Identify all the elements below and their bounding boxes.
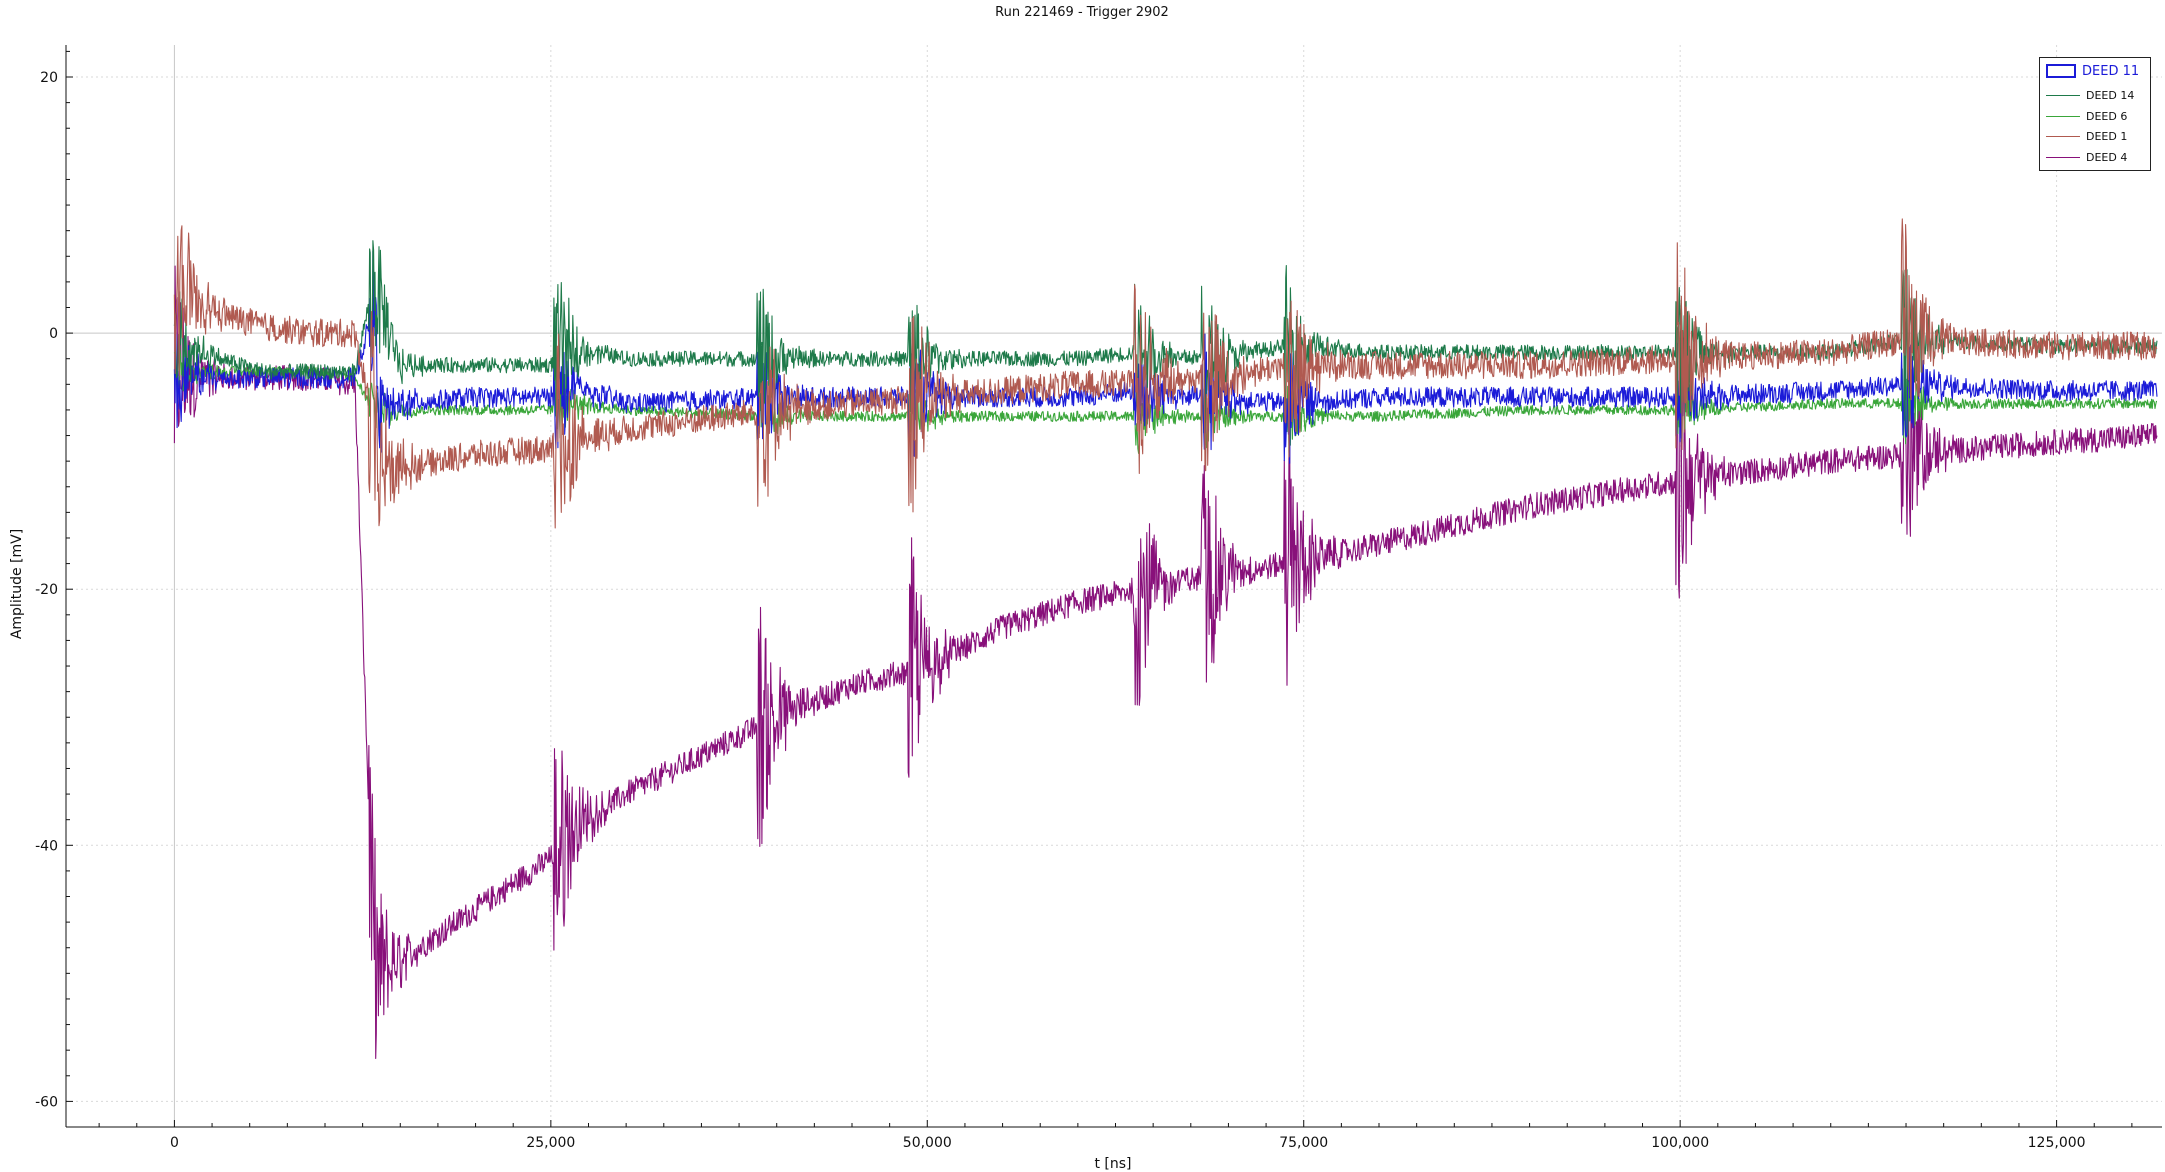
series-line-deed-6	[173, 341, 2157, 454]
legend-label: DEED 14	[2086, 89, 2135, 102]
y-tick-label: -60	[35, 1094, 58, 1110]
legend-item[interactable]: DEED 1	[2046, 128, 2127, 146]
legend-swatch	[2046, 64, 2076, 78]
legend-label: DEED 4	[2086, 150, 2128, 164]
x-axis-label: t [ns]	[1094, 1156, 1131, 1172]
x-tick-label: 125,000	[2028, 1135, 2086, 1151]
series-line-deed-1	[173, 218, 2158, 529]
axes: 0 25,000 50,000 75,000 100,000 125,000 -60 -40 -…	[35, 45, 2162, 1151]
legend-label: DEED 6	[2086, 109, 2128, 123]
y-tick-label: 20	[40, 70, 58, 86]
legend-label: DEED 11	[2082, 63, 2140, 79]
legend-swatch	[2046, 156, 2080, 158]
legend-swatch	[2046, 95, 2080, 96]
x-tick-label: 50,000	[903, 1135, 952, 1151]
x-tick-label: 0	[170, 1135, 179, 1151]
x-tick-label: 75,000	[1279, 1135, 1328, 1151]
series-line-deed-14	[173, 240, 2158, 432]
y-tick-label: -40	[35, 838, 58, 854]
chart-title: Run 221469 - Trigger 2902	[995, 5, 1169, 20]
legend-swatch	[2046, 115, 2080, 117]
series-line-deed-4	[173, 265, 2158, 1060]
legend-item[interactable]: DEED 14	[2046, 87, 2134, 105]
y-axis-label: Amplitude [mV]	[9, 529, 25, 639]
x-tick-label: 100,000	[1651, 1135, 1709, 1151]
legend-label: DEED 1	[2086, 130, 2128, 143]
y-tick-label: -20	[35, 582, 58, 598]
legend-swatch	[2046, 136, 2080, 137]
legend: DEED 11 DEED 14 DEED 6 DEED 1 DEED 4	[2039, 57, 2151, 171]
legend-item[interactable]: DEED 6	[2046, 107, 2127, 125]
legend-item[interactable]: DEED 4	[2046, 148, 2127, 166]
legend-item[interactable]: DEED 11	[2046, 62, 2139, 80]
grid	[66, 45, 2162, 1127]
series-group	[173, 218, 2158, 1060]
y-tick-label: 0	[49, 326, 58, 342]
x-tick-label: 25,000	[526, 1135, 575, 1151]
